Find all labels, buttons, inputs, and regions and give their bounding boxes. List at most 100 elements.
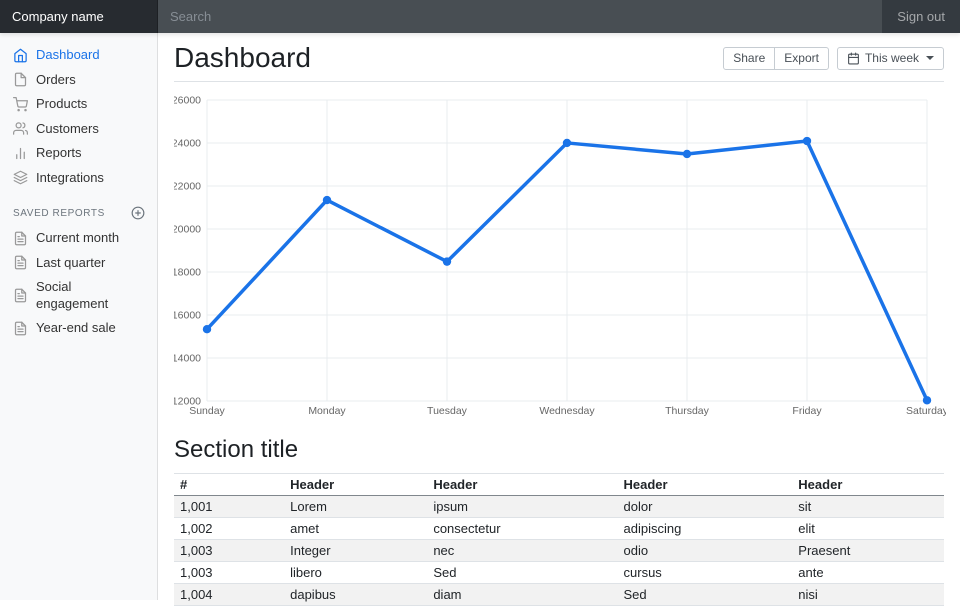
sidebar-item-label: Dashboard bbox=[36, 47, 100, 62]
table-cell: Sed bbox=[617, 583, 793, 606]
table-cell: 1,002 bbox=[174, 517, 285, 540]
sidebar-item-label: Customers bbox=[36, 120, 99, 136]
table-col-header: Header bbox=[617, 473, 793, 496]
table-row: 1,002 amet consectetur adipiscing elit bbox=[174, 517, 944, 540]
svg-text:16000: 16000 bbox=[174, 310, 201, 322]
table-cell: Praesent bbox=[792, 539, 944, 562]
table-col-header: Header bbox=[792, 473, 944, 496]
saved-report-year-end-sale[interactable]: Year-end sale bbox=[0, 316, 158, 341]
saved-reports-label: Saved reports bbox=[13, 207, 105, 219]
sidebar-item-customers[interactable]: Customers bbox=[0, 117, 158, 142]
chevron-down-icon bbox=[926, 56, 934, 60]
brand[interactable]: Company name bbox=[0, 0, 158, 33]
table-cell: dapibus bbox=[284, 583, 428, 606]
table-body: 1,001 Lorem ipsum dolor sit 1,002 amet consecte… bbox=[174, 495, 944, 606]
table-cell: nec bbox=[427, 539, 618, 562]
sign-out-link[interactable]: Sign out bbox=[897, 9, 945, 24]
svg-text:18000: 18000 bbox=[174, 267, 201, 279]
svg-text:Thursday: Thursday bbox=[665, 405, 710, 417]
file-text-icon bbox=[13, 255, 28, 270]
sidebar-item-label: Orders bbox=[36, 71, 76, 87]
sidebar-item-products[interactable]: Products bbox=[0, 92, 158, 117]
week-dropdown-button[interactable]: This week bbox=[836, 46, 944, 70]
table-cell: elit bbox=[792, 517, 944, 540]
file-text-icon bbox=[13, 321, 28, 336]
top-navbar: Company name Sign out bbox=[0, 0, 960, 33]
svg-text:Wednesday: Wednesday bbox=[539, 405, 595, 417]
saved-report-label: Social engagement bbox=[36, 279, 109, 311]
svg-text:14000: 14000 bbox=[174, 353, 201, 365]
table-cell: libero bbox=[284, 561, 428, 584]
svg-text:Sunday: Sunday bbox=[189, 405, 225, 417]
share-button[interactable]: Share bbox=[723, 46, 776, 70]
toolbar: Share Export This week bbox=[723, 46, 944, 70]
table-cell: odio bbox=[617, 539, 793, 562]
table-col-header: Header bbox=[284, 473, 428, 496]
table-cell: dolor bbox=[617, 495, 793, 518]
table-cell: ipsum bbox=[427, 495, 618, 518]
svg-text:Tuesday: Tuesday bbox=[427, 405, 468, 417]
export-button[interactable]: Export bbox=[774, 46, 829, 70]
table-cell: 1,003 bbox=[174, 539, 285, 562]
saved-reports-heading: Saved reports bbox=[0, 204, 158, 222]
layers-icon bbox=[13, 170, 28, 185]
sidebar-nav: Dashboard Orders Products Customers Reports I… bbox=[0, 43, 158, 190]
saved-report-label: Last quarter bbox=[36, 254, 106, 270]
table-col-header: Header bbox=[427, 473, 618, 496]
shopping-cart-icon bbox=[13, 96, 28, 112]
file-icon bbox=[13, 72, 28, 87]
table-cell: 1,001 bbox=[174, 495, 285, 518]
sidebar-item-integrations[interactable]: Integrations bbox=[0, 166, 158, 191]
sidebar: Dashboard Orders Products Customers Reports I… bbox=[0, 33, 158, 600]
table-cell: diam bbox=[427, 583, 618, 606]
table-row: 1,003 libero Sed cursus ante bbox=[174, 561, 944, 584]
svg-text:Saturday: Saturday bbox=[906, 405, 946, 417]
section-title: Section title bbox=[174, 436, 299, 463]
home-icon bbox=[13, 48, 28, 63]
weekly-line-chart: 12000 14000 16000 18000 20000 22000 24000 26000… bbox=[174, 95, 946, 418]
saved-report-last-quarter[interactable]: Last quarter bbox=[0, 251, 158, 276]
svg-text:20000: 20000 bbox=[174, 224, 201, 236]
table-row: 1,004 dapibus diam Sed nisi bbox=[174, 583, 944, 606]
svg-text:24000: 24000 bbox=[174, 138, 201, 150]
file-text-icon bbox=[13, 288, 28, 303]
saved-report-social-engagement[interactable]: Social engagement bbox=[0, 275, 158, 316]
table-cell: adipiscing bbox=[617, 517, 793, 540]
table-cell: Sed bbox=[427, 561, 618, 584]
saved-report-current-month[interactable]: Current month bbox=[0, 226, 158, 251]
svg-text:Friday: Friday bbox=[792, 405, 822, 417]
table-cell: nisi bbox=[792, 583, 944, 606]
svg-text:12000: 12000 bbox=[174, 396, 201, 408]
sidebar-item-label: Integrations bbox=[36, 169, 104, 185]
sidebar-item-label: Products bbox=[36, 96, 88, 111]
sidebar-item-dashboard[interactable]: Dashboard bbox=[0, 43, 158, 68]
sidebar-item-orders[interactable]: Orders bbox=[0, 68, 158, 93]
table-row: 1,003 Integer nec odio Praesent bbox=[174, 539, 944, 562]
users-icon bbox=[13, 121, 28, 136]
plus-circle-icon[interactable] bbox=[131, 206, 145, 220]
table-cell: 1,004 bbox=[174, 583, 285, 606]
table-cell: Integer bbox=[284, 539, 428, 562]
table-cell: 1,003 bbox=[174, 561, 285, 584]
chart-container: 12000 14000 16000 18000 20000 22000 24000 26000… bbox=[174, 93, 946, 423]
saved-reports-list: Current month Last quarter Social engageme… bbox=[0, 226, 158, 341]
page-title: Dashboard bbox=[174, 42, 311, 73]
search-input[interactable] bbox=[158, 0, 883, 33]
table-cell: amet bbox=[284, 517, 428, 540]
table-cell: cursus bbox=[617, 561, 793, 584]
table-row: 1,001 Lorem ipsum dolor sit bbox=[174, 495, 944, 518]
svg-text:26000: 26000 bbox=[174, 95, 201, 107]
table-header: # Header Header Header Header bbox=[174, 473, 944, 496]
svg-text:22000: 22000 bbox=[174, 181, 201, 193]
share-export-group: Share Export bbox=[723, 46, 829, 70]
saved-report-label: Year-end sale bbox=[36, 320, 116, 335]
table-cell: ante bbox=[792, 561, 944, 584]
svg-text:Monday: Monday bbox=[308, 405, 346, 417]
sidebar-item-label: Reports bbox=[36, 145, 82, 160]
page-header: Dashboard Share Export This week bbox=[174, 33, 944, 82]
table-header-row: # Header Header Header Header bbox=[174, 473, 944, 496]
sidebar-item-reports[interactable]: Reports bbox=[0, 141, 158, 166]
bar-chart-icon bbox=[13, 146, 28, 161]
table-cell: consectetur bbox=[427, 517, 618, 540]
